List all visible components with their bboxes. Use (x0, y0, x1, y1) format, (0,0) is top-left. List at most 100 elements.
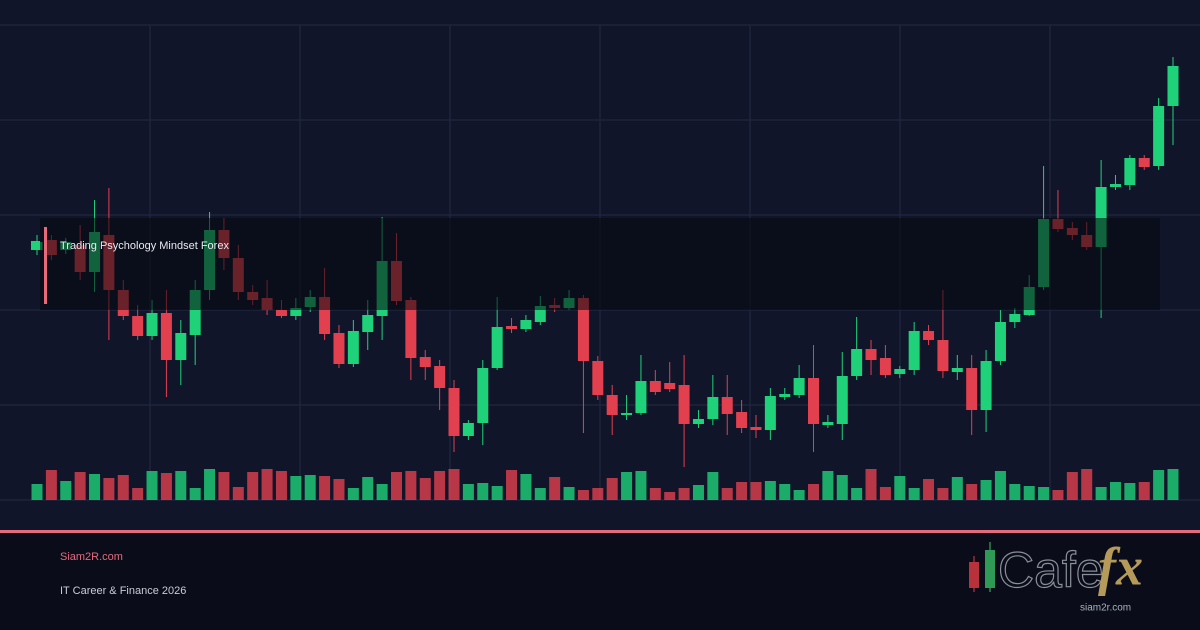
candle-body (319, 297, 331, 334)
candle-body (923, 331, 935, 340)
candle-body (678, 385, 690, 424)
volume-bar (204, 469, 216, 500)
volume-bar (822, 471, 834, 500)
volume-bar (290, 476, 302, 500)
candle-body (750, 427, 762, 430)
candle-body (908, 331, 920, 370)
candle-body (477, 368, 489, 423)
candle-body (132, 316, 144, 336)
volume-bar (678, 488, 690, 500)
candle-body (462, 423, 474, 436)
volume-bar (419, 478, 431, 500)
volume-bar (1109, 482, 1121, 500)
volume-bar (879, 487, 891, 500)
candle-body (1109, 184, 1121, 187)
volume-bar (1052, 490, 1064, 500)
volume-bar (434, 471, 446, 500)
candle-body (491, 327, 503, 368)
legend-label: Trading Psychology Mindset Forex (60, 240, 229, 252)
candle-body (664, 383, 676, 389)
volume-bar (160, 473, 172, 500)
volume-bar (218, 472, 230, 500)
volume-bar (1167, 469, 1179, 500)
candle-body (980, 361, 992, 410)
volume-bar (1038, 487, 1050, 500)
candle-body (937, 340, 949, 371)
candle-body (736, 412, 748, 428)
candle-body (865, 349, 877, 360)
volume-bar (908, 488, 920, 500)
candle-body (333, 333, 345, 364)
volume-bar (793, 490, 805, 500)
candle-body (362, 315, 374, 332)
volume-bar (563, 487, 575, 500)
volume-bar (951, 477, 963, 500)
volume-bar (89, 474, 101, 500)
candle-body (1095, 187, 1107, 247)
candle-body (851, 349, 863, 376)
candle-body (836, 376, 848, 424)
volume-bar (865, 469, 877, 500)
volume-bar (692, 485, 704, 500)
volume-bar (721, 488, 733, 500)
volume-bar (1138, 482, 1150, 500)
legend-accent (44, 227, 47, 304)
volume-bar (347, 488, 359, 500)
divider (0, 530, 1200, 533)
volume-bar (549, 477, 561, 500)
candle-body (506, 326, 518, 329)
volume-bar (606, 478, 618, 500)
candle-body (520, 320, 532, 329)
candle-body (419, 357, 431, 367)
volume-bar (1023, 486, 1035, 500)
candle-body (894, 369, 906, 374)
volume-bar (1124, 483, 1136, 500)
volume-bar (994, 471, 1006, 500)
volume-bar (390, 472, 402, 500)
candle-body (434, 366, 446, 388)
volume-bar (146, 471, 158, 500)
candle-body (707, 397, 719, 419)
candle-body (275, 310, 287, 316)
logo-url: siam2r.com (1080, 603, 1131, 614)
candle-body (606, 395, 618, 415)
volume-bar (1066, 472, 1078, 500)
footer-site: Siam2R.com (60, 551, 123, 563)
volume-bar (621, 472, 633, 500)
volume-bar (592, 488, 604, 500)
volume-bar (117, 475, 129, 500)
volume-bar (664, 492, 676, 500)
volume-bar (1009, 484, 1021, 500)
volume-bar (534, 488, 546, 500)
candle-body (290, 308, 302, 316)
candle-body (621, 413, 633, 415)
volume-bar (736, 482, 748, 500)
candle-body (405, 300, 417, 358)
candle-body (1153, 106, 1165, 166)
volume-bar (247, 472, 259, 500)
volume-bar (1153, 470, 1165, 500)
volume-bar (923, 479, 935, 500)
volume-bar (808, 484, 820, 500)
volume-bar (779, 484, 791, 500)
volume-bar (1081, 469, 1093, 500)
logo-accent: fx (1098, 536, 1143, 596)
candle-body (779, 394, 791, 397)
logo-word: Cafe (998, 542, 1104, 598)
candle-body (1009, 314, 1021, 322)
volume-bar (175, 471, 187, 500)
volume-bar (836, 475, 848, 500)
candle-body (808, 378, 820, 424)
candle-body (793, 378, 805, 395)
candle-body (577, 298, 589, 361)
footer-background (0, 532, 1200, 630)
candle-body (146, 313, 158, 336)
volume-bar (319, 476, 331, 500)
candle-body (1167, 66, 1179, 106)
volume-bar (980, 480, 992, 500)
logo: Cafe fx siam2r.com (969, 536, 1143, 614)
volume-bar (894, 476, 906, 500)
volume-bar (448, 469, 460, 500)
